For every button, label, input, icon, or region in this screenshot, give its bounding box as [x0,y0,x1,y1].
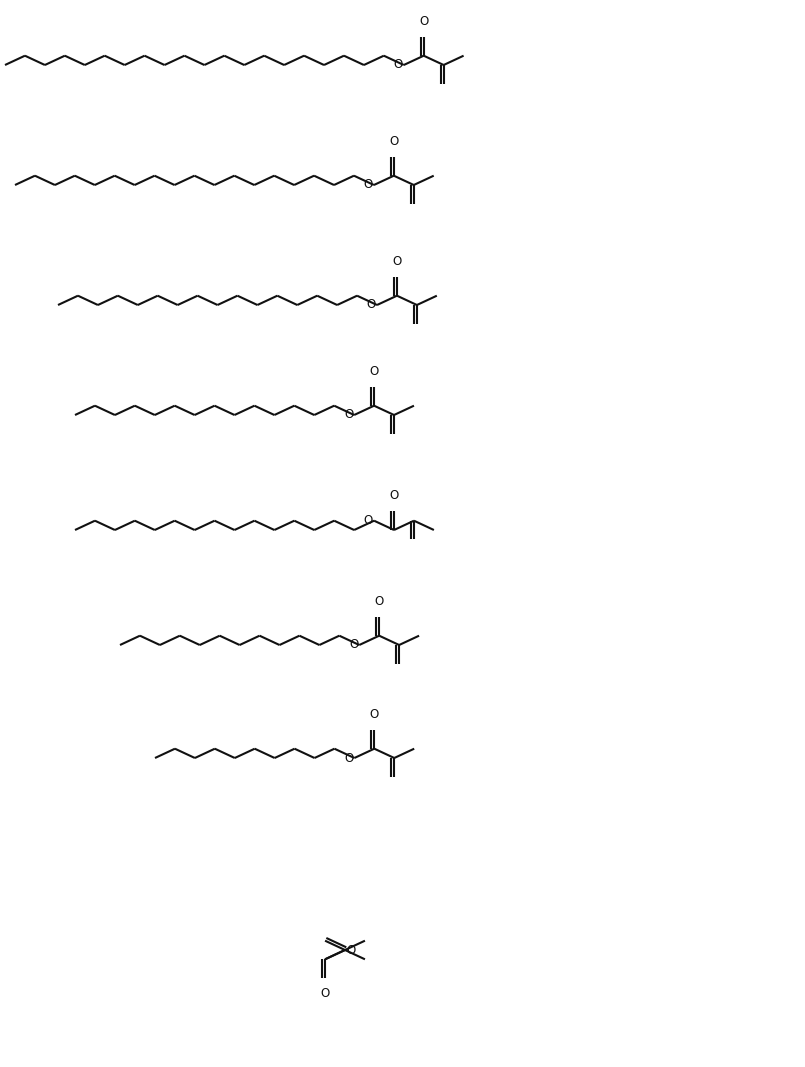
Text: O: O [345,751,353,764]
Text: O: O [364,178,373,191]
Text: O: O [369,708,379,721]
Text: O: O [367,299,376,312]
Text: O: O [344,409,353,421]
Text: O: O [389,136,398,148]
Text: O: O [320,987,330,1000]
Text: O: O [392,255,402,268]
Text: O: O [364,514,373,527]
Text: O: O [374,595,384,608]
Text: O: O [394,59,402,71]
Text: O: O [369,365,378,378]
Text: O: O [390,490,398,503]
Text: O: O [419,15,428,28]
Text: O: O [346,943,355,956]
Text: O: O [349,638,358,652]
